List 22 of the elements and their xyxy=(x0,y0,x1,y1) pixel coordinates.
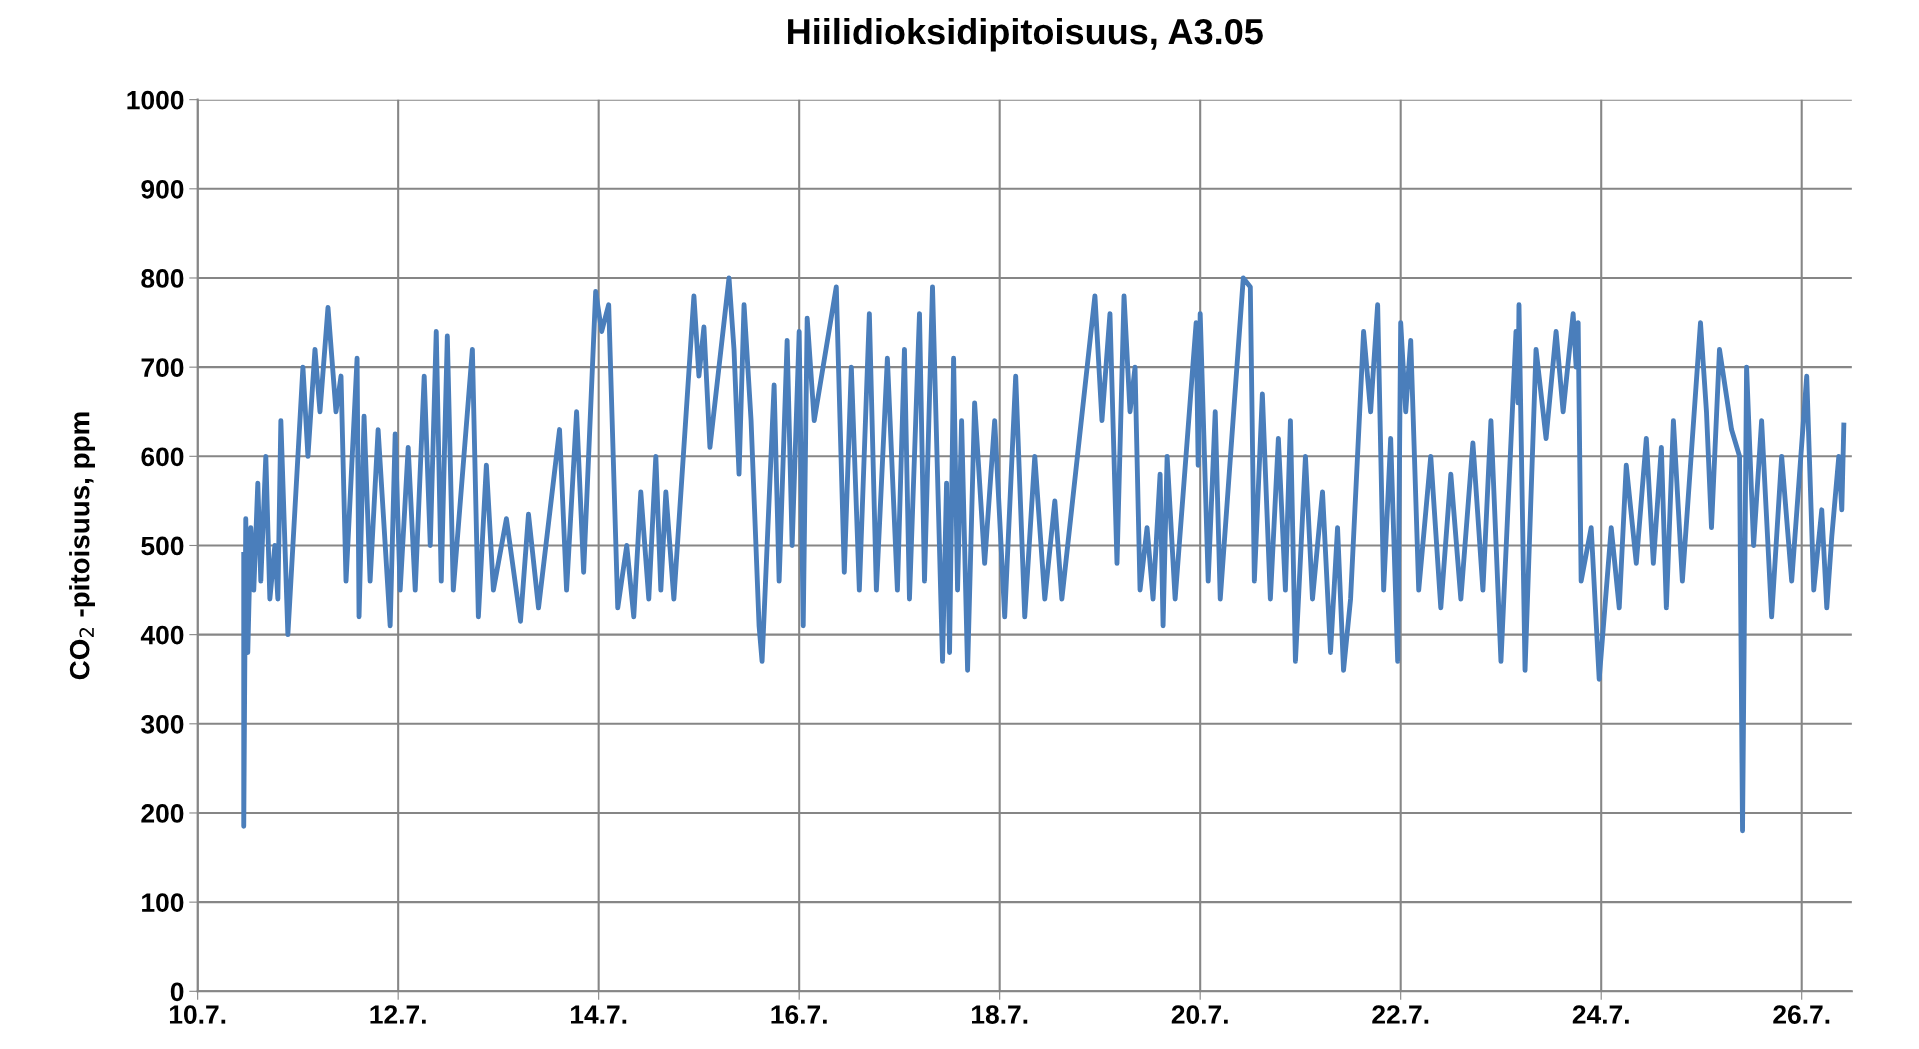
y-tick-label: 600 xyxy=(141,447,184,467)
y-tick-label: 400 xyxy=(140,625,184,645)
x-tick-label: 12.7. xyxy=(370,1005,426,1024)
y-tick-label: 200 xyxy=(141,804,184,823)
x-tick-label: 20.7. xyxy=(1171,1005,1228,1024)
x-tick-label: 24.7. xyxy=(1572,1005,1629,1024)
y-tick-label: 100 xyxy=(142,893,184,912)
chart-title: Hiilidioksidipitoisuus, A3.05 xyxy=(788,17,1263,52)
x-tick-label: 16.7. xyxy=(771,1005,827,1024)
y-tick-label: 800 xyxy=(141,269,184,288)
y-tick-label: 1000 xyxy=(127,90,184,110)
x-tick-label: 18.7. xyxy=(972,1005,1028,1024)
x-tick-label: 22.7. xyxy=(1372,1005,1429,1024)
x-tick-label: 10.7. xyxy=(169,1005,226,1024)
y-tick-label: 300 xyxy=(141,714,184,734)
y-tick-label: 500 xyxy=(141,536,184,556)
y-tick-label: 700 xyxy=(141,358,184,377)
x-tick-label: 26.7. xyxy=(1773,1005,1830,1024)
y-axis-title: CO$_{2}$ -pitoisuus, ppm xyxy=(69,412,95,680)
y-tick-label: 900 xyxy=(141,179,184,199)
y-tick-label: 0 xyxy=(170,982,184,1002)
x-tick-label: 14.7. xyxy=(570,1005,627,1024)
